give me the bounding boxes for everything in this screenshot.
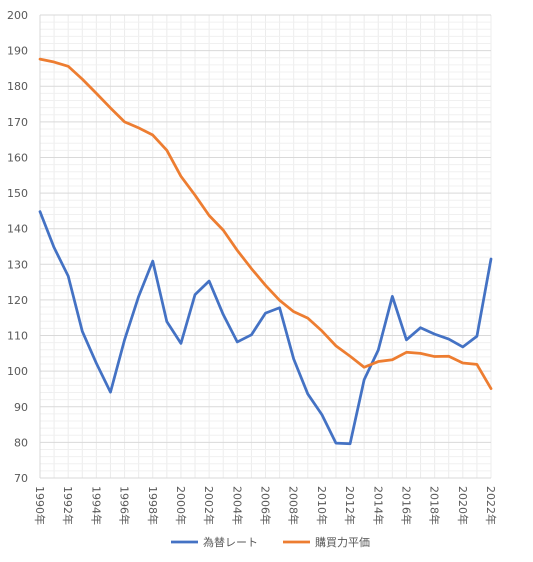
y-tick-label: 200 [7,9,28,22]
y-tick-label: 160 [7,151,28,164]
legend-label-ppp: 購買力平価 [315,535,370,549]
y-tick-label: 110 [7,330,28,343]
x-tick-label: 2012年 [343,486,357,525]
legend-label-exchange-rate: 為替レート [203,535,258,549]
x-tick-label: 2006年 [259,486,273,525]
y-tick-label: 130 [7,258,28,271]
x-tick-label: 2010年 [315,486,329,525]
y-tick-label: 120 [7,294,28,307]
y-tick-label: 170 [7,116,28,129]
y-tick-label: 80 [14,436,28,449]
exchange-rate-series-line [38,210,493,446]
x-tick-label: 2008年 [287,486,301,525]
x-tick-label: 1994年 [89,486,103,525]
x-tick-label: 1996年 [118,486,132,525]
x-tick-label: 2016年 [399,486,413,525]
y-tick-label: 100 [7,365,28,378]
legend: 為替レート 購買力平価 [171,535,370,549]
y-tick-label: 140 [7,223,28,236]
x-tick-label: 1998年 [146,486,160,525]
y-axis-tick-labels: 70 80 90 100 110 120 130 140 150 160 170 180 190 200 [7,9,28,485]
x-tick-label: 2000年 [174,486,188,525]
x-tick-label: 1990年 [33,486,47,525]
y-tick-label: 90 [14,401,28,414]
series-lines [38,57,493,446]
minor-gridlines [39,15,492,478]
x-tick-label: 2022年 [484,486,498,525]
ppp-series-line [38,57,493,390]
x-tick-label: 2014年 [371,486,385,525]
x-tick-label: 2004年 [230,486,244,525]
x-tick-label: 1992年 [61,486,75,525]
x-tick-label: 2020年 [456,486,470,525]
x-tick-label: 2018年 [428,486,442,525]
x-tick-label: 2002年 [202,486,216,525]
y-tick-label: 70 [14,472,28,485]
y-tick-label: 190 [7,45,28,58]
x-axis-tick-labels: 1990年 1992年 1994年 1996年 1998年 2000年 2002年 2004年… [33,486,498,525]
major-gridlines [39,14,491,479]
y-tick-label: 180 [7,80,28,93]
y-tick-label: 150 [7,187,28,200]
